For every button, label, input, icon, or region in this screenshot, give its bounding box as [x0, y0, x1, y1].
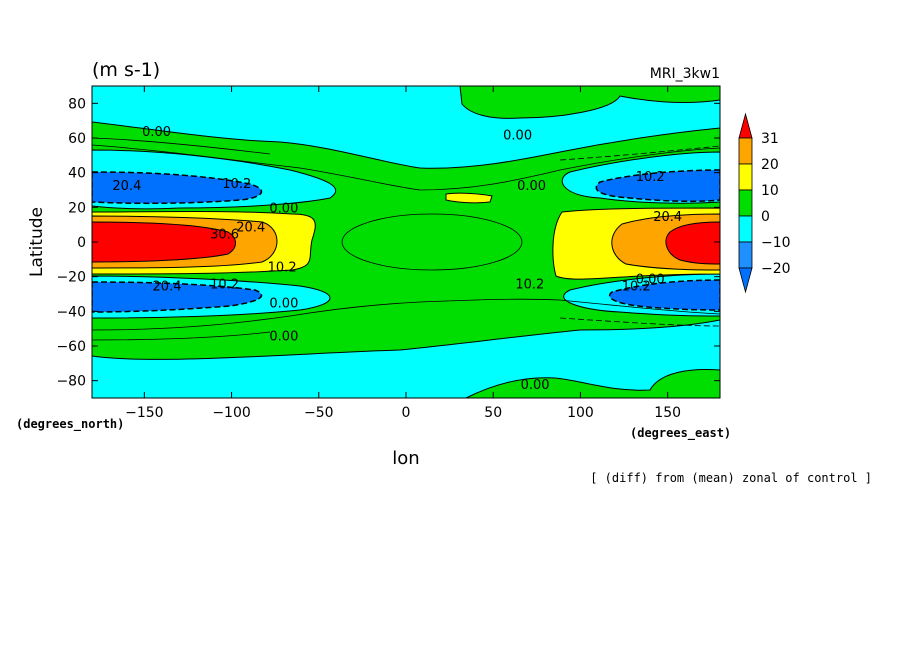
colorbar-label: 31 [761, 131, 779, 147]
colorbar-label: −20 [761, 261, 791, 277]
contour-label: 20.4 [153, 279, 182, 294]
contour-label: 10.2 [222, 177, 251, 192]
colorbar-swatch [738, 215, 753, 243]
colorbar-swatch [738, 137, 753, 165]
x-tick-label: 150 [654, 405, 681, 421]
y-tick-label: −40 [56, 304, 86, 320]
contour-label: 0.00 [521, 378, 550, 393]
colorbar-swatch [738, 241, 753, 269]
y-tick-label: 80 [68, 96, 86, 112]
contour-field [92, 86, 720, 398]
y-tick-label: 0 [77, 235, 86, 251]
contour-label: 0.00 [269, 330, 298, 345]
y-tick-label: 40 [68, 166, 86, 182]
contour-label: 0.00 [142, 125, 171, 140]
run-label: MRI_3kw1 [650, 66, 720, 82]
contour-label: 30.6 [210, 227, 239, 242]
y-tick-label: −80 [56, 374, 86, 390]
x-tick-label: −150 [125, 405, 163, 421]
contour-label: 10.2 [515, 278, 544, 293]
contour-label: 0.00 [636, 272, 665, 287]
x-units-label: (degrees_east) [630, 426, 731, 441]
x-axis: −150 −100 −50 0 50 100 150 [125, 86, 681, 421]
contour-label: 10.2 [622, 279, 651, 294]
colorbar-label: 0 [761, 209, 770, 225]
contour-label: 20.4 [112, 179, 141, 194]
y-tick-label: 20 [68, 200, 86, 216]
x-axis-title: lon [392, 448, 419, 469]
contour-label: 0.00 [269, 297, 298, 312]
contour-label: 0.00 [517, 179, 546, 194]
colorbar-swatch [738, 189, 753, 217]
colorbar-swatch [738, 163, 753, 191]
caption: [ (diff) from (mean) zonal of control ] [590, 471, 872, 485]
colorbar-label: −10 [761, 235, 791, 251]
contour-label: 10.2 [636, 170, 665, 185]
contour-label: 20.4 [653, 210, 682, 225]
y-axis: −80 −60 −40 −20 0 20 40 60 80 [56, 96, 720, 390]
y-axis-title: Latitude [27, 207, 47, 277]
units-label: (m s-1) [92, 59, 160, 81]
x-tick-label: 100 [567, 405, 594, 421]
x-tick-label: −100 [212, 405, 250, 421]
y-tick-label: −20 [56, 270, 86, 286]
colorbar-arrow-top [738, 112, 753, 139]
colorbar-arrow-bottom [738, 267, 753, 294]
x-tick-label: 0 [402, 405, 411, 421]
x-tick-label: 50 [484, 405, 502, 421]
y-units-label: (degrees_north) [16, 417, 124, 432]
y-tick-label: −60 [56, 339, 86, 355]
x-tick-label: −50 [304, 405, 334, 421]
contour-label: 20.4 [236, 220, 265, 235]
contour-label: 0.00 [503, 129, 532, 144]
colorbar: 31 20 10 0 −10 −20 [738, 112, 791, 294]
contour-label: 10.2 [210, 278, 239, 293]
y-tick-label: 60 [68, 131, 86, 147]
colorbar-label: 20 [761, 157, 779, 173]
contour-label: 10.2 [268, 260, 297, 275]
colorbar-label: 10 [761, 183, 779, 199]
contour-label: 0.00 [269, 201, 298, 216]
